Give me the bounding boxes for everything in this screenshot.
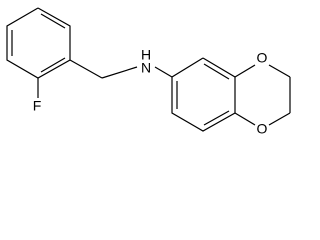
double-bond: [203, 63, 230, 80]
ch2-bond: [69, 59, 103, 79]
atom-label: O: [257, 50, 268, 66]
double-bond: [40, 13, 66, 29]
atom-label: F: [33, 98, 42, 114]
c-o-bond: [234, 64, 256, 78]
double-bond: [203, 110, 230, 126]
ch2-n-bond: [101, 66, 138, 79]
atom-label: O: [257, 121, 268, 137]
atom-label: N: [141, 60, 151, 76]
atom-label: H: [141, 47, 151, 63]
fluorophenyl-ring: [6, 7, 71, 79]
benzo-ring: [171, 57, 236, 132]
o-c-bond: [234, 112, 256, 126]
double-bond: [40, 57, 66, 73]
bonds: [6, 7, 291, 132]
o-c-bond: [268, 64, 291, 78]
molecule-diagram: F H N O O: [6, 7, 291, 137]
c-o-bond: [268, 112, 291, 126]
page: F H N O O (() => { const data = JSON.par…: [6, 7, 291, 137]
n-aryl-bond: [154, 66, 173, 78]
